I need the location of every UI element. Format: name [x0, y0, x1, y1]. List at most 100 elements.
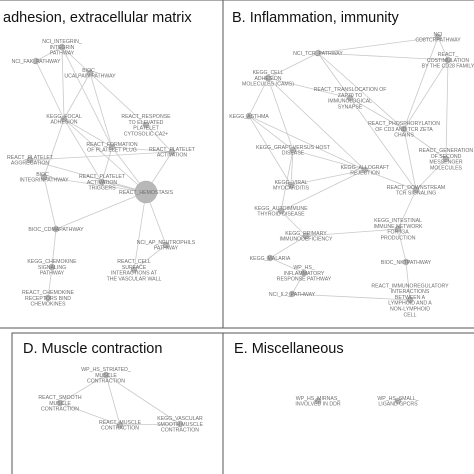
panel-d-network: WP_HS_STRIATED_MUSCLECONTRACTIONREACT_SM… [38, 367, 203, 434]
edge-b9-b13 [415, 158, 447, 191]
node-label-d1: WP_HS_STRIATED_ [81, 367, 131, 373]
node-d3 [116, 421, 124, 429]
edge-a13-a14 [133, 244, 167, 271]
node-label-b17: INFLAMMATORY [284, 271, 325, 277]
node-label-b13: REACT_DOWNSTREAM [387, 185, 446, 191]
edge-b1-b5 [317, 52, 351, 99]
edge-b1-b3 [317, 52, 449, 61]
node-label-a8: TRIGGERS [88, 186, 116, 192]
node-label-b4: KEGG_CELL [253, 70, 284, 76]
edge-b7-b13 [403, 128, 417, 191]
edge-b17-b19 [291, 272, 305, 295]
edge-a3-a4 [89, 72, 147, 126]
node-label-d2: MUSCLE [49, 401, 71, 407]
edge-a4-a7 [145, 124, 173, 153]
node-label-b7: CHAINS [394, 133, 414, 139]
node-a12 [52, 225, 60, 233]
node-a9 [26, 156, 34, 164]
edge-a11-a12 [55, 191, 147, 230]
node-label-d2: CONTRACTION [41, 407, 79, 413]
node-label-a14: THE VASCULAR WALL [107, 277, 162, 283]
node-label-b1: NCI_TCR_PATHWAY [293, 51, 343, 57]
node-label-a15: SIGNALING [38, 265, 66, 271]
node-a10 [40, 173, 48, 181]
edge-b3-b9 [445, 59, 449, 160]
node-label-e2: LIGAND GPCRS [378, 402, 418, 408]
node-label-a3: BIOC_ [82, 68, 98, 74]
edge-b11-b12 [280, 169, 366, 212]
node-a1 [58, 43, 66, 51]
node-d4 [176, 420, 184, 428]
node-label-b9: OF SECOND [431, 154, 462, 160]
node-a7 [168, 148, 176, 156]
node-b13 [412, 186, 420, 194]
node-label-b3: BY THE CD28 FAMILY [422, 64, 474, 70]
node-a15 [48, 263, 56, 271]
node-label-a12: BIOC_CDMAPATHWAY [28, 227, 84, 233]
edge-b7-b9 [403, 128, 447, 160]
network-graphs: NCI_INTEGRIN_INTEGRINPATHWAYNCI_FAK_PATH… [7, 32, 474, 434]
node-label-a5: KEGG_FOCAL [46, 114, 81, 120]
node-label-b15: KEGG_PRIMARY [285, 231, 327, 237]
edge-b5-b13 [349, 97, 417, 191]
edge-a12-a15 [51, 228, 57, 268]
node-label-e1: INVOLVED IN DDR [295, 402, 340, 408]
node-b10 [287, 181, 295, 189]
node-a4 [142, 121, 150, 129]
node-label-b9: MOLECULES [430, 166, 463, 172]
edge-a6-a7 [111, 146, 173, 153]
node-label-a5: ADHESION [50, 120, 77, 126]
edge-a5-a11 [63, 118, 147, 193]
node-label-d1: CONTRACTION [87, 379, 125, 385]
node-label-b9: MESSENGER [429, 160, 462, 166]
node-label-d3: CONTRACTION [101, 426, 139, 432]
node-label-a2: NCI_FAK_PATHWAY [12, 59, 61, 65]
node-label-d2: REACT_SMOOTH [38, 395, 81, 401]
panel-e-frame [222, 332, 474, 474]
edge-a7-a9 [29, 151, 173, 161]
edge-d3-d4 [119, 423, 181, 426]
edge-a1-a5 [61, 46, 65, 120]
node-e2 [394, 397, 402, 405]
edge-b6-b11 [248, 115, 366, 171]
edge-b8-b11 [292, 149, 366, 171]
node-a14 [130, 266, 138, 274]
edge-b5-b7 [349, 97, 405, 130]
edge-b12-b15 [280, 210, 307, 237]
edge-a11-a14 [133, 191, 147, 271]
node-b7 [400, 125, 408, 133]
node-label-d4: CONTRACTION [161, 428, 199, 434]
edge-b15-b16 [269, 235, 307, 259]
edge-b1-b2 [317, 36, 439, 54]
node-label-a16: CHEMOKINES [31, 302, 66, 308]
edge-b4-b5 [267, 77, 351, 99]
node-a13 [162, 241, 170, 249]
node-label-d3: REACT_MUSCLE [99, 420, 142, 426]
node-a11 [134, 180, 158, 204]
panel-e-title: E. Miscellaneous [234, 341, 344, 357]
panel-b-frame [222, 0, 474, 329]
node-label-a15: PATHWAY [40, 271, 65, 277]
edge-a5-a8 [63, 118, 103, 183]
node-label-b12: THYROID DISEASE [257, 212, 305, 218]
node-label-d4: SMOOTH MUSCLE [157, 422, 203, 428]
node-label-b20: BETWEEN A [395, 295, 426, 301]
node-label-b11: KEGG_ALLOGRAFT [341, 165, 391, 171]
node-b4 [264, 74, 272, 82]
node-label-b7: REACT_PHOSPHORYLATION [368, 121, 440, 127]
edge-a3-a5 [63, 72, 91, 120]
node-label-b2: NCI [434, 32, 443, 38]
node-label-a11: REACT_HEMOSTASIS [119, 190, 174, 196]
node-a6 [108, 143, 116, 151]
edge-b6-b10 [248, 115, 292, 186]
node-b8 [289, 146, 297, 154]
edge-b2-b7 [403, 36, 439, 130]
node-b19 [288, 290, 296, 298]
edge-b1-b7 [317, 52, 405, 130]
node-b3 [444, 56, 452, 64]
edge-a1-a3 [61, 46, 91, 74]
node-a5 [60, 115, 68, 123]
edge-b3-b7 [403, 59, 449, 130]
node-label-b5: ZAP70 TO [338, 93, 362, 99]
node-label-a13: NCI_AP_NEUTROPHILS [137, 240, 196, 246]
